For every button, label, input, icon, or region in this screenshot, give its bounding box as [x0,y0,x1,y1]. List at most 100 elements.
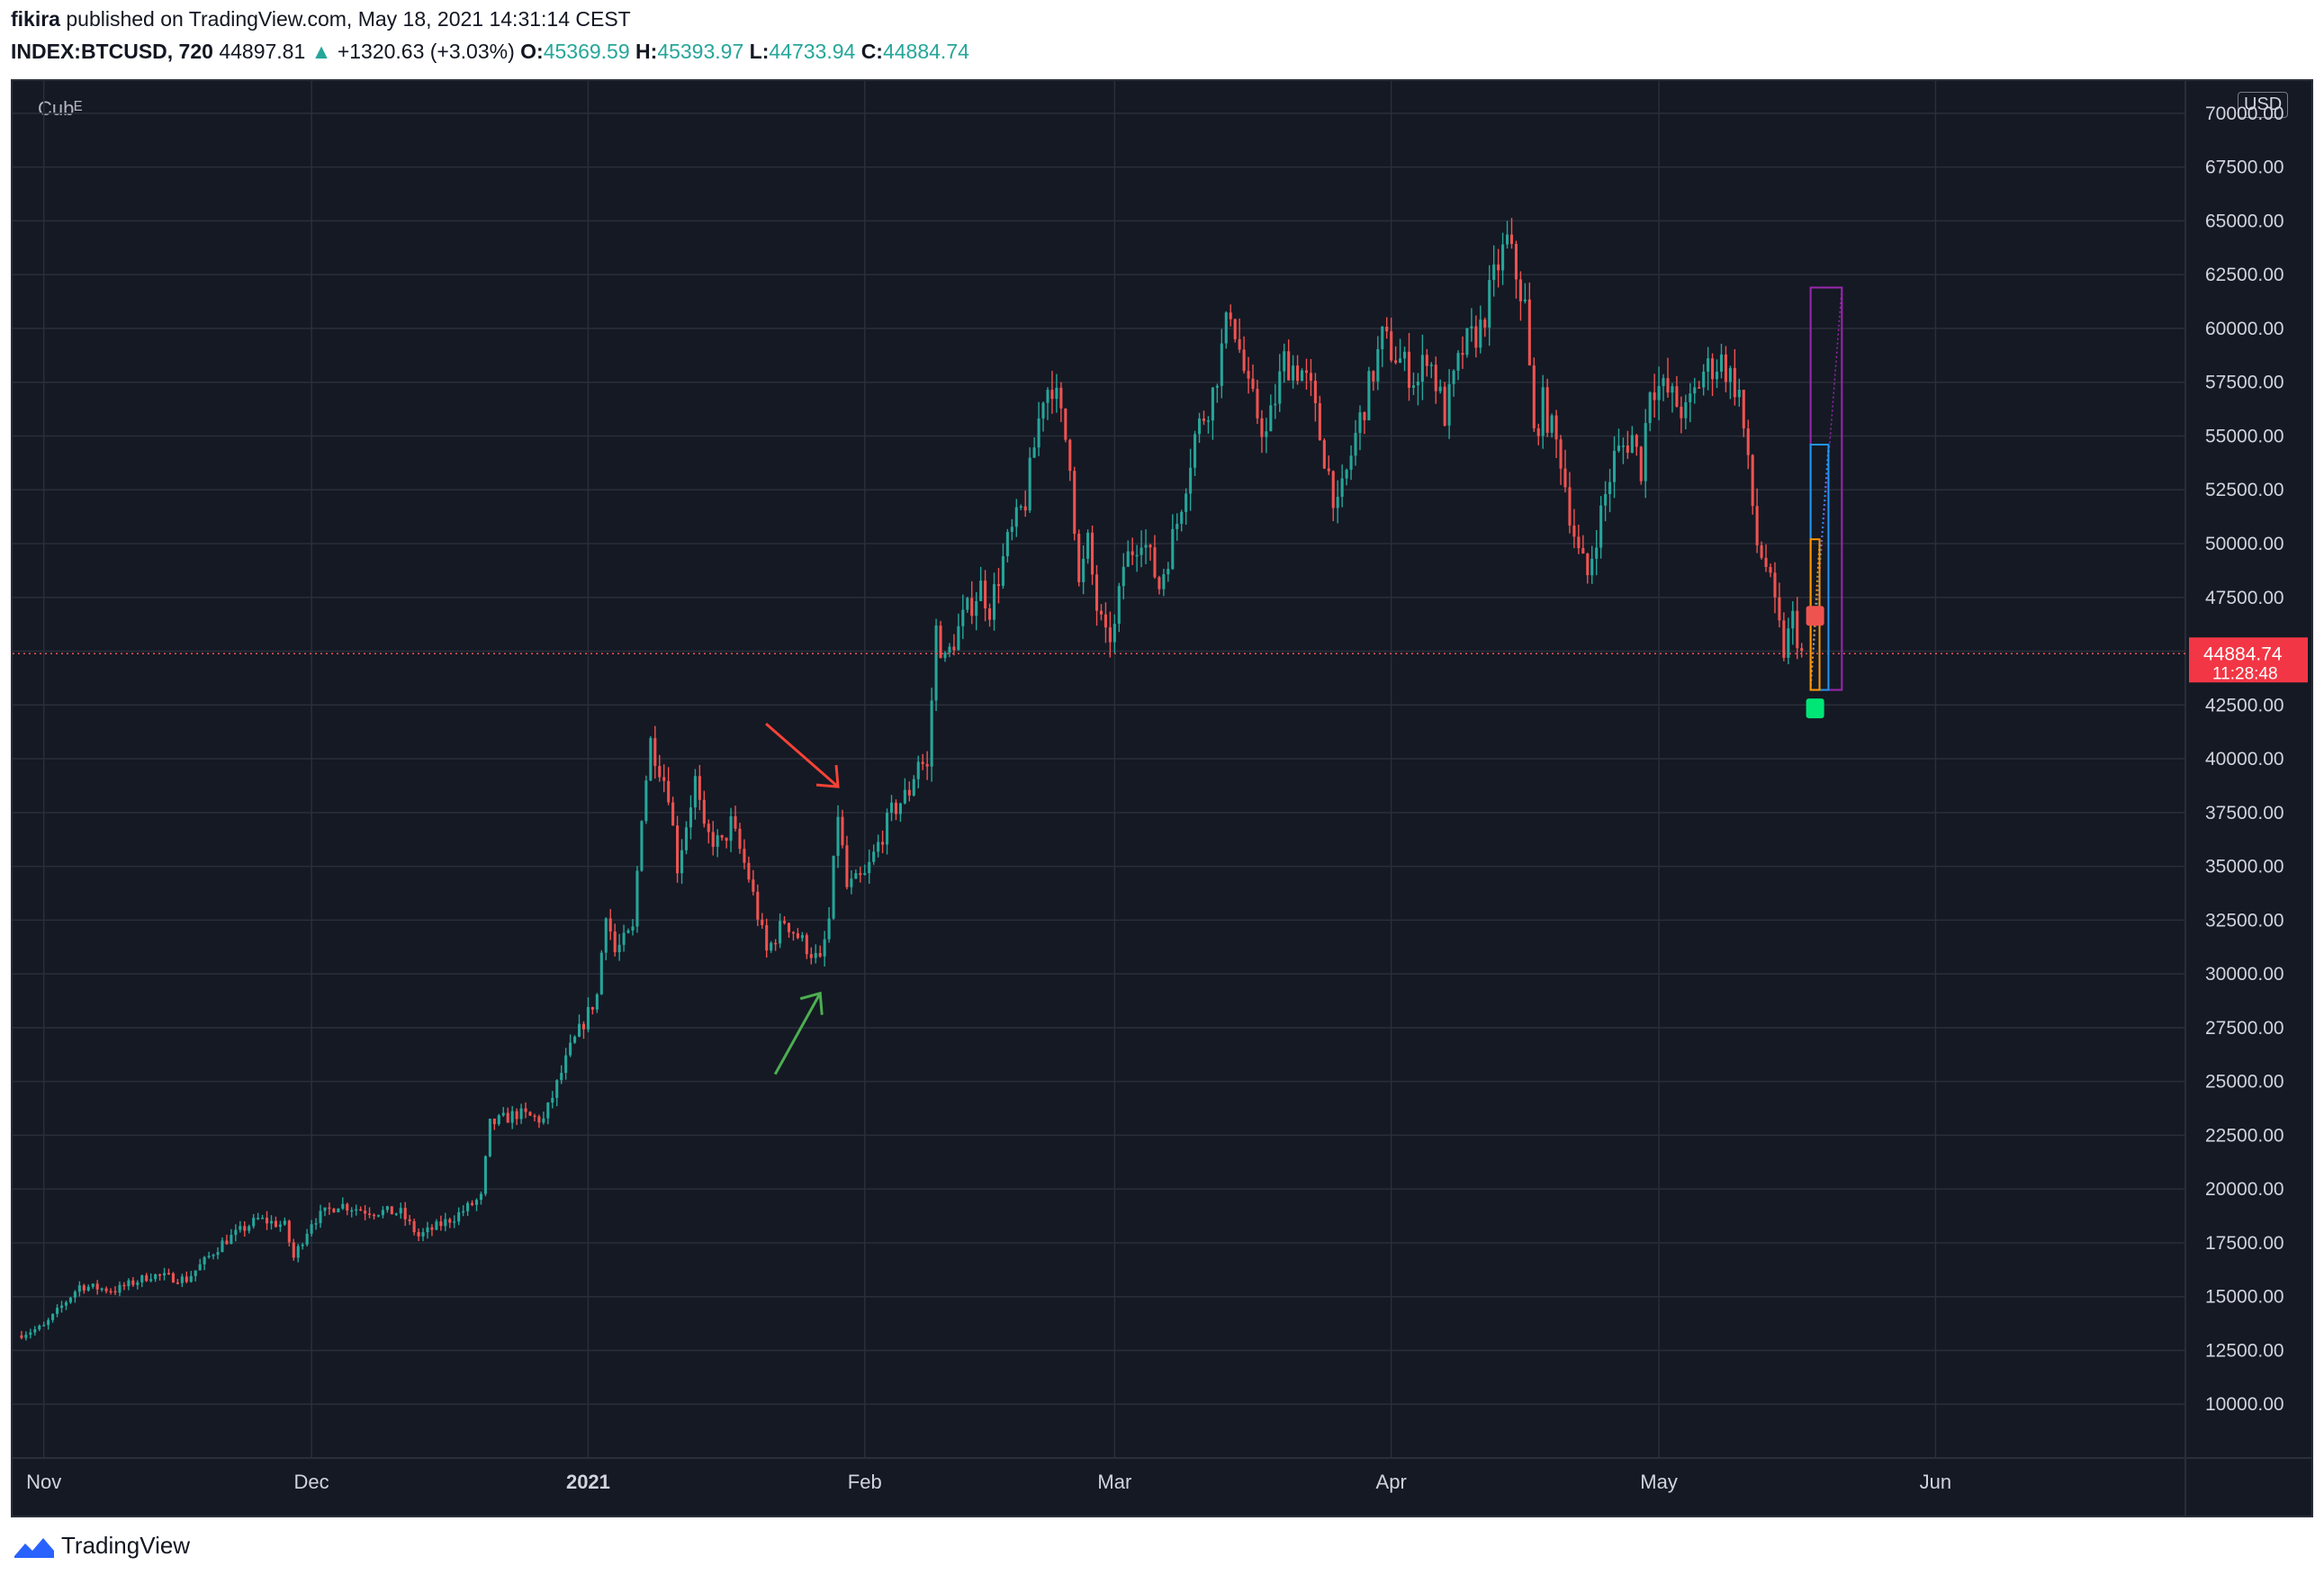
candle-body [791,932,795,934]
candle-body [916,761,920,779]
candle-body [599,952,603,994]
candle-body [1662,378,1665,386]
candle-body [162,1273,167,1276]
candle-body [1509,234,1514,245]
candle-body [1479,320,1482,348]
candle-body [1390,331,1393,361]
candle-body [145,1274,149,1282]
y-tick-label: 12500.00 [2205,1340,2284,1361]
candle-body [1604,493,1608,506]
candle-body [248,1226,251,1231]
candle-body [925,763,929,767]
candle-body [483,1156,487,1194]
candle-body [1399,358,1402,364]
candle-body [1363,412,1366,420]
candle-body [1019,506,1022,508]
candle-body [1318,403,1321,441]
x-tick-label: Nov [26,1471,61,1493]
candle-body [1773,572,1777,598]
candle-body [337,1208,340,1213]
candle-body [827,918,831,940]
y-tick-label: 57500.00 [2205,373,2284,393]
candle-body [1059,387,1063,409]
candle-body [1778,597,1781,621]
candle-body [412,1220,416,1233]
author-name[interactable]: fikira [11,7,60,31]
candle-body [1304,370,1309,374]
candle-body [207,1256,211,1257]
candle-body [1376,348,1380,382]
candle-body [376,1215,381,1217]
candle-body [1157,577,1161,590]
candle-body [1099,610,1103,615]
candle-body [1153,547,1157,578]
currency-button[interactable]: USD [2238,92,2289,118]
candle-body [975,600,978,616]
candle-body [1506,234,1509,245]
candle-body [608,918,612,932]
candle-body [979,580,983,601]
candle-body [832,855,835,919]
y-tick-label: 10000.00 [2205,1394,2284,1415]
candle-body [1648,392,1652,424]
candle-body [1126,551,1130,567]
candle-body [73,1292,77,1298]
candle-body [167,1273,171,1274]
y-tick-label: 60000.00 [2205,319,2284,339]
candle-body [194,1270,197,1276]
candle-body [1447,383,1451,426]
candle-body [617,944,621,952]
candle-body [577,1023,581,1037]
candle-body [800,935,804,939]
candle-body [1550,415,1554,433]
candle-body [626,930,630,933]
candle-body [319,1210,322,1224]
candle-body [881,842,885,845]
footer: TradingView [13,1532,190,1560]
candle-body [1684,401,1688,418]
candle-body [886,812,889,845]
candle-body [439,1221,443,1227]
chart-frame[interactable]: Cubᴱ USD 70000.00 67500.00 65000.00 62500.0… [11,79,2313,1517]
price-chart[interactable]: 70000.00 67500.00 65000.00 62500.00 60000.00… [13,81,2311,1516]
candle-body [1693,387,1697,394]
candle-body [1501,244,1505,271]
candle-body [859,873,862,876]
candle-body [131,1280,135,1285]
candle-body [136,1282,140,1285]
candle-body [1590,558,1594,576]
candle-body [1358,412,1362,434]
green-signal-marker [1806,698,1824,719]
change-arrow-icon: ▲ [311,40,332,63]
indicator-label[interactable]: Cubᴱ [38,97,83,120]
y-tick-label: 22500.00 [2205,1125,2284,1146]
candle-body [1023,506,1027,511]
candle-body [707,824,710,832]
open-label: O: [520,40,544,63]
candle-body [127,1280,131,1287]
candle-body [1064,408,1067,440]
candle-body [1242,349,1246,372]
candle-body [1764,557,1768,568]
candle-body [725,837,728,842]
candle-body [743,849,746,863]
close-value: 44884.74 [882,40,969,63]
candle-body [551,1097,554,1103]
candle-body [988,608,992,620]
candle-body [1296,365,1300,382]
candle-body [149,1279,153,1282]
candle-body [889,802,894,813]
x-tick-label: Feb [848,1471,882,1493]
candle-body [355,1209,358,1211]
candle-body [91,1283,95,1287]
candle-body [86,1286,90,1291]
candle-body [1666,378,1670,393]
candle-body [1657,385,1661,400]
last-price-countdown: 11:28:48 [2212,664,2278,683]
last-price-tag-value: 44884.74 [2203,644,2283,664]
candle-body [555,1080,559,1098]
candle-body [996,584,1001,586]
candle-body [158,1274,162,1276]
tradingview-brand[interactable]: TradingView [61,1532,191,1559]
candle-body [1381,326,1384,349]
